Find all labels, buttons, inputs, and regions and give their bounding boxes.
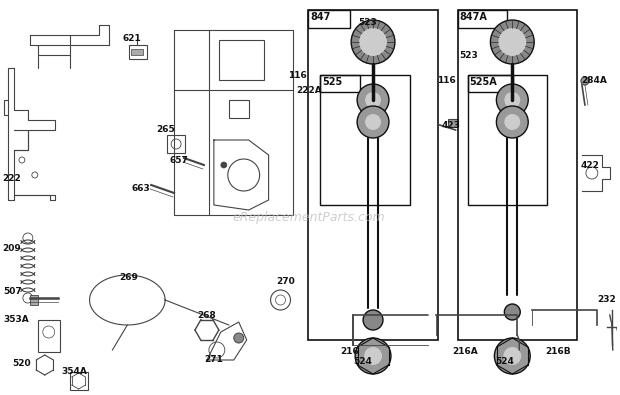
Circle shape	[351, 20, 395, 64]
Circle shape	[357, 106, 389, 138]
Circle shape	[497, 106, 528, 138]
Text: 116: 116	[437, 75, 456, 85]
Bar	[467, 75, 513, 92]
Bar	[321, 75, 360, 92]
Text: 284A: 284A	[581, 75, 607, 85]
Circle shape	[221, 162, 227, 168]
Bar	[458, 10, 507, 28]
Text: 525A: 525A	[469, 77, 497, 87]
Circle shape	[504, 304, 520, 320]
Circle shape	[498, 28, 526, 56]
Bar	[131, 49, 143, 55]
Circle shape	[504, 92, 520, 108]
Text: 663: 663	[131, 184, 150, 192]
Text: 847: 847	[311, 12, 330, 22]
Text: 269: 269	[120, 273, 138, 282]
Text: 354A: 354A	[61, 367, 87, 376]
Circle shape	[357, 84, 389, 116]
Circle shape	[364, 347, 382, 365]
Text: 271: 271	[204, 356, 223, 365]
Bar	[308, 10, 438, 340]
Text: 847A: 847A	[459, 12, 487, 22]
Text: 116: 116	[288, 70, 306, 79]
Bar	[458, 10, 577, 340]
Text: 520: 520	[12, 359, 30, 369]
Text: 524: 524	[495, 357, 514, 365]
Text: 222A: 222A	[296, 85, 322, 94]
Text: 507: 507	[3, 288, 22, 297]
Text: 523: 523	[358, 17, 377, 26]
Bar	[308, 10, 350, 28]
Bar	[448, 119, 458, 127]
Circle shape	[355, 338, 391, 374]
Circle shape	[581, 77, 589, 85]
Text: 268: 268	[197, 310, 216, 320]
Circle shape	[497, 84, 528, 116]
Text: 621: 621	[122, 34, 141, 43]
Bar	[38, 320, 60, 352]
Text: 353A: 353A	[3, 316, 29, 325]
Text: 209: 209	[2, 243, 20, 252]
Circle shape	[365, 92, 381, 108]
Text: 216A: 216A	[453, 346, 479, 356]
Text: 222: 222	[2, 173, 20, 182]
Text: 216: 216	[340, 346, 359, 356]
Bar	[130, 45, 147, 59]
Text: 216B: 216B	[545, 346, 571, 356]
Text: 523: 523	[459, 51, 478, 60]
Text: 524: 524	[353, 357, 372, 365]
Text: 265: 265	[156, 126, 175, 135]
Bar	[69, 372, 87, 390]
Circle shape	[234, 333, 244, 343]
Circle shape	[363, 310, 383, 330]
Text: 422: 422	[581, 160, 600, 169]
Bar	[167, 135, 185, 153]
Bar	[467, 75, 547, 205]
Circle shape	[490, 20, 534, 64]
Text: 423: 423	[441, 120, 461, 130]
Circle shape	[494, 338, 530, 374]
Bar	[321, 75, 410, 205]
Text: 657: 657	[169, 156, 188, 164]
Text: 270: 270	[277, 278, 295, 286]
Text: 232: 232	[597, 295, 616, 305]
Bar	[229, 100, 249, 118]
Circle shape	[504, 114, 520, 130]
Bar	[219, 40, 264, 80]
Circle shape	[359, 28, 387, 56]
Circle shape	[503, 347, 521, 365]
Bar	[30, 295, 38, 305]
Text: 525: 525	[322, 77, 343, 87]
Circle shape	[365, 114, 381, 130]
Text: eReplacementParts.com: eReplacementParts.com	[232, 211, 384, 224]
